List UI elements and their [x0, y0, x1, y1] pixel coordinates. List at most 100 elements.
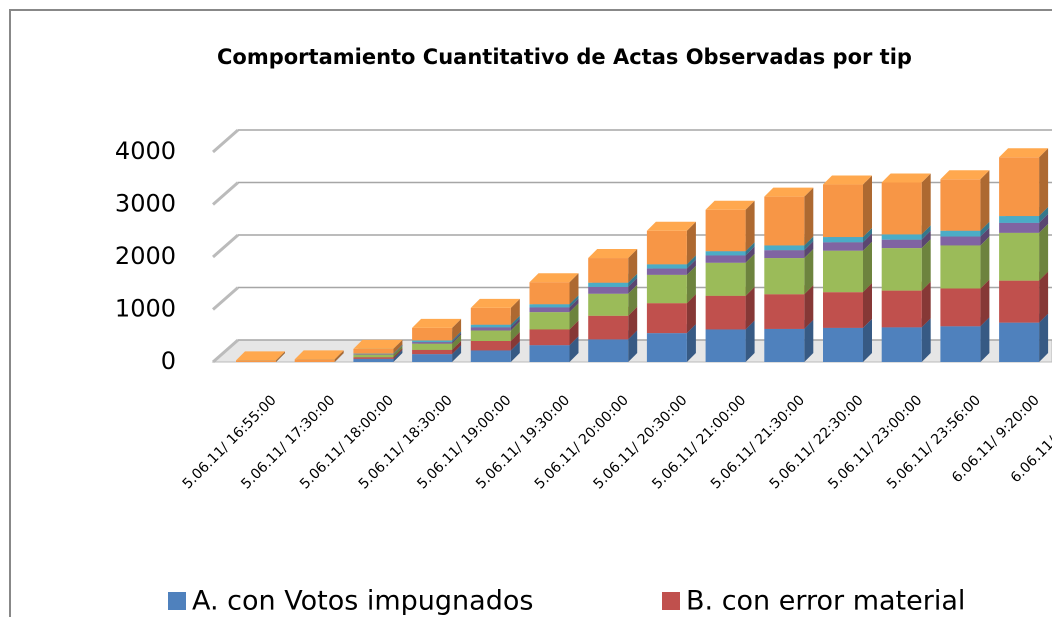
- bar-side: [745, 320, 755, 362]
- bar-side: [921, 173, 931, 235]
- bar-side: [1039, 271, 1049, 323]
- bar-side: [745, 253, 755, 296]
- bar: [353, 354, 394, 355]
- bar: [646, 274, 687, 304]
- bar: [353, 358, 394, 362]
- bar: [823, 242, 863, 251]
- bar: [940, 245, 981, 289]
- bar-side: [804, 249, 814, 295]
- frame: [9, 9, 1052, 617]
- bar-side: [921, 318, 931, 362]
- bar: [823, 237, 863, 243]
- bar-side: [452, 318, 462, 341]
- bar-side: [921, 281, 931, 328]
- bar-side: [510, 315, 520, 328]
- bar-side: [1039, 207, 1049, 223]
- bar: [764, 196, 805, 246]
- bar: [470, 341, 511, 351]
- bar-side: [569, 303, 579, 330]
- bar: [412, 343, 453, 350]
- bar-side: [452, 331, 462, 343]
- bar: [881, 182, 922, 235]
- bar-side: [569, 336, 579, 362]
- bar: [470, 330, 511, 341]
- bar-side: [686, 294, 696, 334]
- bar: [999, 157, 1040, 217]
- bar-side: [745, 286, 755, 330]
- bar-side: [686, 265, 696, 304]
- bar-top: [353, 339, 403, 349]
- bar-side: [569, 298, 579, 313]
- bar-top: [646, 221, 696, 231]
- bar: [999, 222, 1040, 233]
- bar: [705, 329, 746, 362]
- bar: [764, 258, 805, 295]
- bar-side: [1039, 313, 1049, 362]
- bar-top: [294, 350, 344, 360]
- bar-side: [980, 317, 990, 362]
- bar: [412, 340, 453, 343]
- bar-side: [393, 339, 403, 354]
- bar: [646, 303, 687, 334]
- bar-side: [276, 351, 285, 362]
- bar: [999, 280, 1040, 323]
- bar: [529, 282, 570, 305]
- bar: [940, 179, 981, 231]
- bar-side: [804, 187, 814, 246]
- bar: [823, 250, 863, 293]
- bar-side: [393, 345, 403, 355]
- bar-side: [628, 273, 638, 287]
- bar-top: [881, 173, 931, 183]
- bar: [823, 327, 863, 362]
- legend-swatch: [168, 592, 186, 610]
- bar-side: [510, 321, 520, 341]
- bar-side: [334, 350, 344, 362]
- bar-side: [863, 241, 872, 293]
- bar: [705, 255, 746, 263]
- bar: [764, 328, 805, 362]
- bar: [999, 322, 1040, 362]
- bar: [764, 294, 805, 329]
- bar-side: [980, 279, 990, 327]
- bar: [529, 307, 570, 313]
- bar-side: [510, 298, 520, 325]
- bar: [529, 345, 570, 362]
- bar: [412, 327, 453, 341]
- bar-side: [1039, 148, 1049, 217]
- bar-side: [686, 221, 696, 265]
- bar: [470, 324, 511, 328]
- bar: [646, 268, 687, 275]
- bar: [588, 339, 629, 362]
- bar: [412, 349, 453, 355]
- bar-side: [510, 332, 520, 351]
- bar: [353, 357, 394, 359]
- bar-top: [823, 175, 872, 185]
- bar-top: [940, 170, 990, 180]
- bar: [588, 282, 629, 287]
- bar: [294, 359, 335, 362]
- chart-title: Comportamiento Cuantitativo de Actas Obs…: [217, 45, 912, 69]
- bar: [940, 230, 981, 237]
- bar-side: [393, 349, 403, 362]
- bar: [236, 360, 276, 362]
- bar-top: [999, 148, 1049, 158]
- bar-side: [452, 340, 462, 355]
- bar-side: [628, 277, 638, 294]
- legend-swatch: [662, 592, 680, 610]
- bar-side: [804, 236, 814, 251]
- bar: [881, 234, 922, 240]
- bar-side: [1039, 213, 1049, 233]
- bar: [881, 239, 922, 249]
- grid-line-side: [212, 181, 239, 206]
- bar-side: [804, 241, 814, 259]
- bar-side: [686, 259, 696, 275]
- bar-top: [588, 249, 638, 259]
- bar-side: [510, 318, 520, 331]
- bar: [881, 248, 922, 291]
- bar-side: [510, 341, 520, 362]
- bar: [764, 245, 805, 251]
- bar-side: [745, 242, 755, 256]
- bar-side: [745, 200, 755, 252]
- bar: [705, 209, 746, 252]
